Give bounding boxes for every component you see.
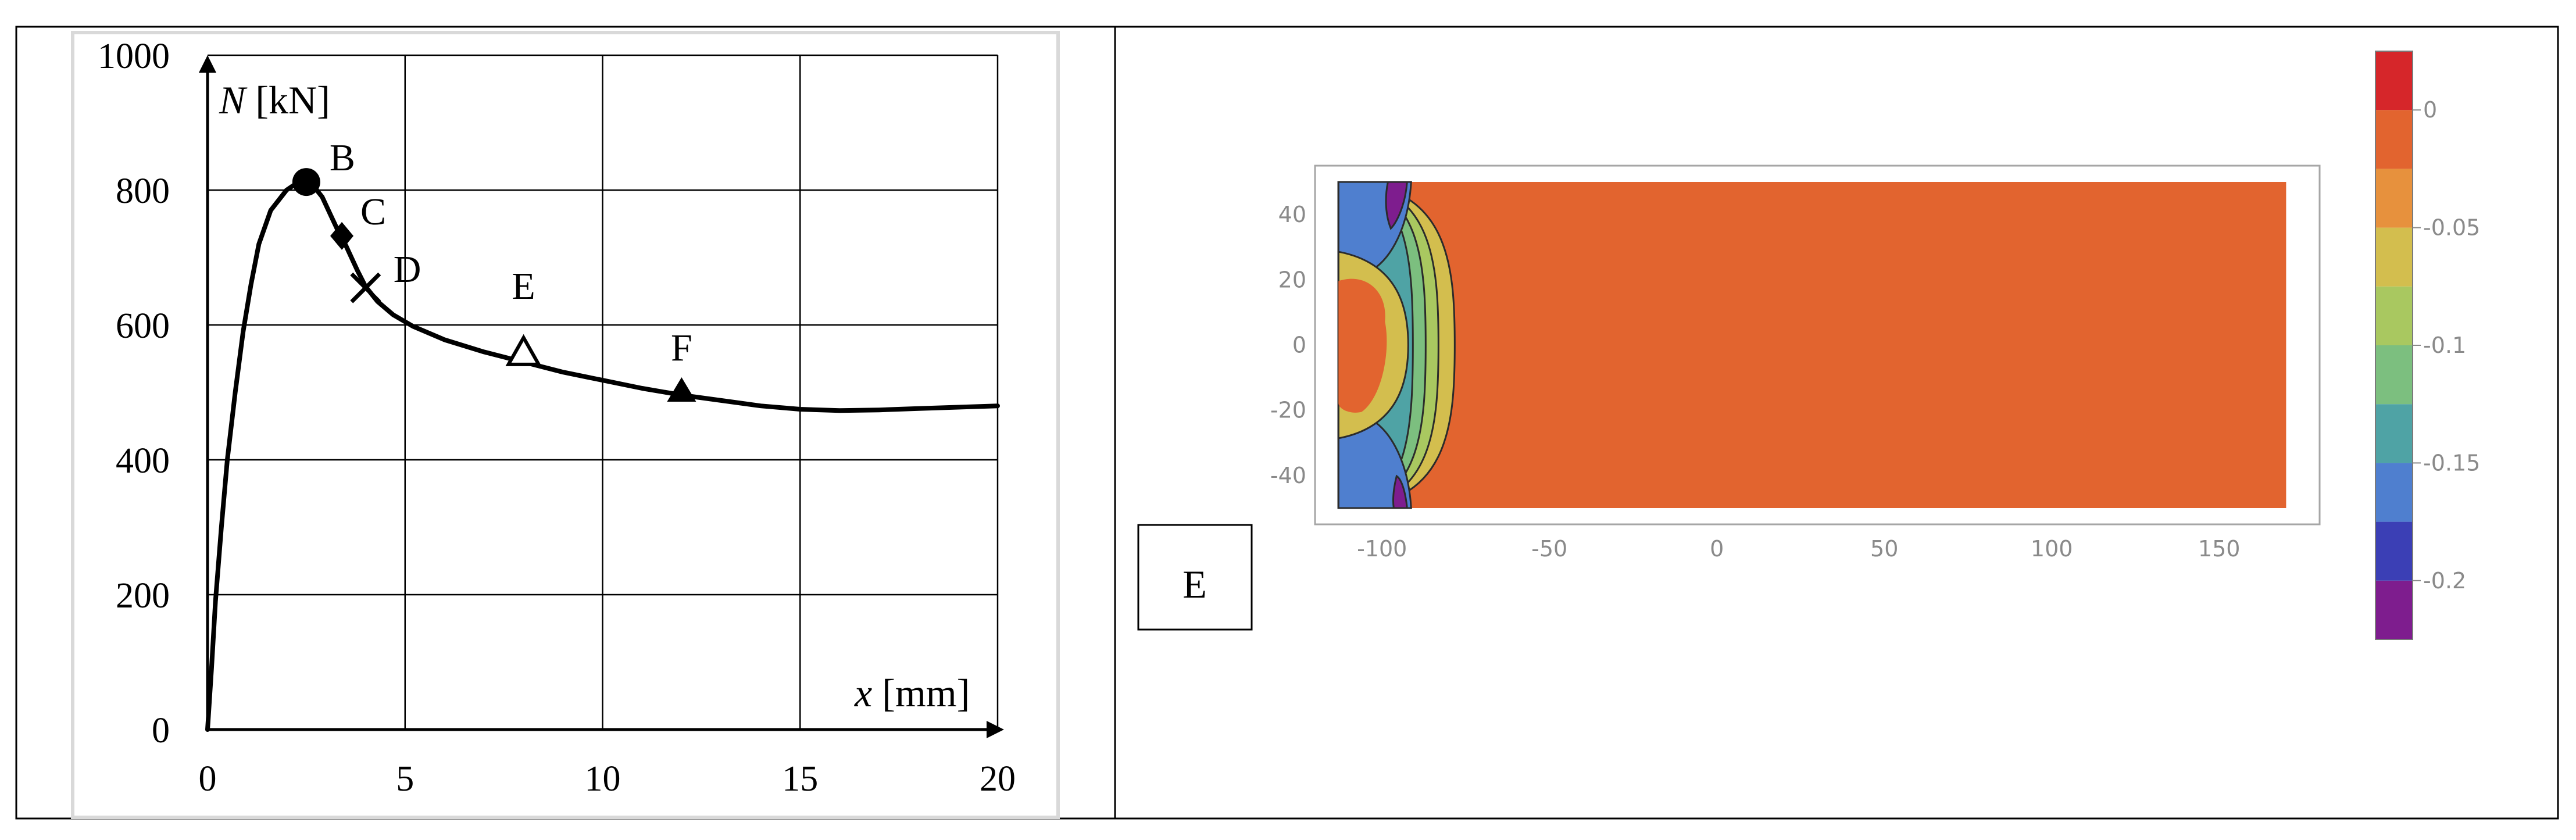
y-tick-label: 0	[152, 711, 170, 750]
colorbar-band	[2375, 110, 2413, 169]
annotation-label-e: E	[512, 265, 535, 308]
x-tick-label: 15	[782, 759, 818, 799]
colorbar-band	[2375, 521, 2413, 581]
colorbar-tick-label: 0	[2423, 97, 2437, 123]
y-tick-label: -40	[1270, 463, 1306, 488]
point-markers	[292, 168, 696, 402]
y-tick-label: 800	[116, 171, 170, 211]
contour-plot: -100 -50 0 50 100 150 40 20 0 -20 -40 0 -0.05 -0.1 -0…	[1137, 51, 2480, 640]
x-tick-label: -100	[1357, 536, 1407, 562]
chart-inner-frame	[71, 31, 1060, 819]
annotation-label-d: D	[394, 248, 421, 291]
y-tick-label: 0	[1292, 333, 1306, 358]
y-tick-label: 200	[116, 576, 170, 616]
x-tick-label: 5	[396, 759, 414, 799]
x-axis-label: x [mm]	[854, 671, 970, 715]
x-tick-label: 150	[2198, 536, 2241, 562]
colorbar-band	[2375, 169, 2413, 228]
x-tick-label: -50	[1531, 536, 1567, 562]
marker-d	[350, 272, 381, 303]
contour-field	[1337, 181, 2286, 509]
annotation-label-b: B	[330, 137, 355, 179]
axes	[199, 55, 1004, 738]
annotation-label-f: F	[671, 327, 692, 369]
marker-c	[330, 221, 354, 250]
colorbar-band	[2375, 463, 2413, 522]
y-tick-label: 1000	[98, 37, 170, 76]
colorbar-tick-labels: 0 -0.05 -0.1 -0.15 -0.2	[2413, 97, 2480, 594]
colorbar-tick-label: -0.15	[2423, 450, 2480, 476]
colorbar-band	[2375, 580, 2413, 639]
x-tick-label: 0	[199, 759, 217, 799]
colorbar-tick-label: -0.1	[2423, 333, 2466, 358]
stage-label-box	[1137, 524, 1253, 631]
contour-band-purple-bottom	[1392, 474, 1408, 509]
colorbar-band	[2375, 227, 2413, 287]
marker-e	[505, 334, 542, 366]
colorbar-band	[2375, 345, 2413, 405]
contour-core-orange	[1338, 278, 1387, 413]
colorbar-band	[2375, 51, 2413, 110]
colorbar-tick-label: -0.2	[2423, 568, 2466, 594]
x-axis-arrow	[987, 721, 1004, 738]
colorbar	[2375, 51, 2413, 640]
annotation-label-c: C	[360, 191, 386, 233]
y-tick-label: 40	[1278, 202, 1306, 227]
y-axis-label: N [kN]	[219, 78, 330, 122]
x-tick-label: 100	[2031, 536, 2073, 562]
y-tick-label: -20	[1270, 398, 1306, 423]
grid	[208, 54, 999, 730]
contour-domain	[1338, 182, 2286, 508]
y-tick-label: 600	[116, 306, 170, 346]
stage-label: E	[1182, 562, 1207, 606]
colorbar-band	[2375, 286, 2413, 345]
y-tick-label: 20	[1278, 267, 1306, 292]
y-axis-arrow	[199, 55, 216, 73]
x-tick-label: 0	[1710, 536, 1724, 562]
contour-band-purple-top	[1385, 181, 1408, 230]
x-tick-label: 50	[1870, 536, 1898, 562]
x-tick-label: 10	[585, 759, 621, 799]
marker-f	[667, 377, 696, 402]
y-tick-label: 400	[116, 441, 170, 481]
tick-labels: -100 -50 0 50 100 150 40 20 0 -20 -40	[1270, 202, 2241, 562]
x-tick-label: 20	[980, 759, 1016, 799]
marker-b	[292, 168, 320, 196]
colorbar-tick-label: -0.05	[2423, 215, 2480, 241]
colorbar-band	[2375, 404, 2413, 463]
annotation-labels: BCD E F	[330, 137, 692, 369]
